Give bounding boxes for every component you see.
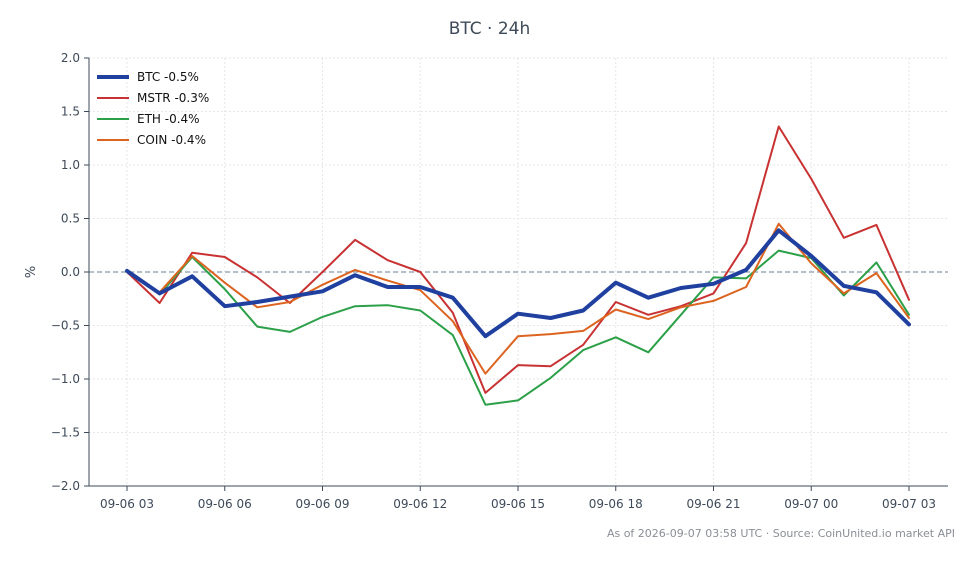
y-tick-label: −1.0 [51, 372, 80, 386]
y-tick-label: 0.5 [61, 212, 80, 226]
chart-title: BTC · 24h [448, 19, 531, 39]
y-tick-label: 1.5 [61, 105, 80, 119]
x-tick-label: 09-06 18 [589, 497, 643, 511]
x-tick-label: 09-07 03 [882, 497, 936, 511]
legend-label: MSTR -0.3% [137, 90, 210, 105]
axes: −2.0 −1.5 −1.0 −0.5 0.0 0.5 1.0 1.5 2.0 09-06 03 0… [51, 51, 948, 511]
legend-label: COIN -0.4% [137, 132, 206, 147]
y-tick-label: −0.5 [51, 319, 80, 333]
y-axis-label: % [24, 266, 39, 278]
legend-item-coin: COIN -0.4% [97, 129, 209, 150]
x-tick-label: 09-06 06 [198, 497, 252, 511]
legend-swatch [97, 138, 129, 141]
footer-note: As of 2026-09-07 03:58 UTC · Source: Coi… [606, 527, 955, 540]
series-lines [125, 125, 911, 406]
legend-label: BTC -0.5% [137, 69, 199, 84]
y-tick-label: 0.0 [61, 265, 80, 279]
x-tick-label: 09-07 00 [784, 497, 838, 511]
legend-item-btc: BTC -0.5% [97, 66, 209, 87]
legend-item-mstr: MSTR -0.3% [97, 87, 209, 108]
x-tick-label: 09-06 12 [393, 497, 447, 511]
legend: BTC -0.5% MSTR -0.3% ETH -0.4% COIN -0.4% [97, 66, 209, 150]
x-tick-label: 09-06 09 [296, 497, 350, 511]
y-tick-label: 1.0 [61, 158, 80, 172]
legend-swatch [97, 96, 129, 99]
legend-item-eth: ETH -0.4% [97, 108, 209, 129]
y-tick-label: 2.0 [61, 51, 80, 65]
y-tick-label: −1.5 [51, 426, 80, 440]
series-line-eth [126, 249, 910, 406]
legend-swatch [97, 117, 129, 120]
series-line-btc [125, 228, 911, 339]
x-tick-label: 09-06 03 [100, 497, 154, 511]
series-line-mstr [126, 125, 910, 394]
series-line-coin [126, 222, 910, 375]
x-tick-label: 09-06 15 [491, 497, 545, 511]
y-tick-label: −2.0 [51, 479, 80, 493]
grid-lines [89, 57, 948, 487]
legend-swatch [97, 74, 129, 79]
legend-label: ETH -0.4% [137, 111, 200, 126]
x-tick-label: 09-06 21 [687, 497, 741, 511]
